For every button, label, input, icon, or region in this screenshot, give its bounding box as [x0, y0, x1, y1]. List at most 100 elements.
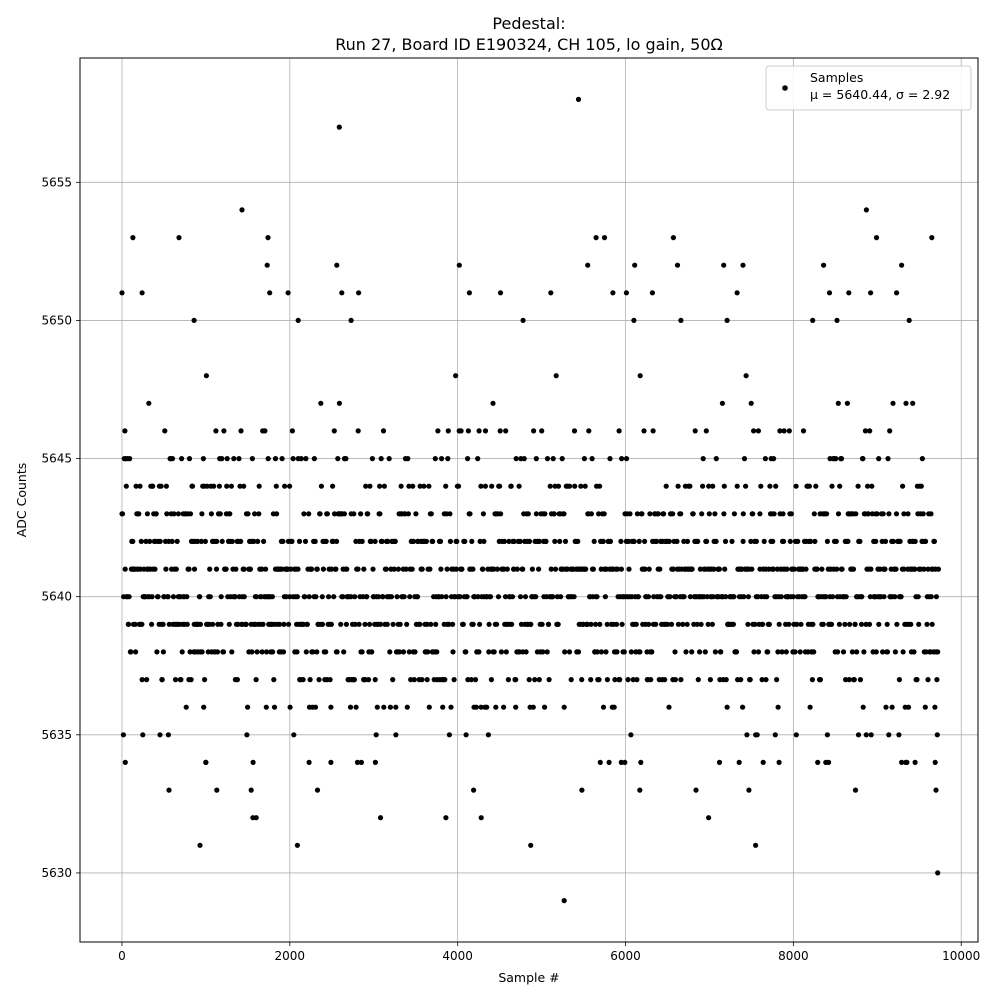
sample-point [525, 511, 531, 517]
sample-point [263, 704, 269, 710]
sample-point [365, 511, 371, 517]
sample-point [746, 787, 752, 793]
sample-point [487, 594, 494, 600]
sample-point [935, 649, 941, 655]
sample-point [663, 483, 669, 489]
sample-point [536, 538, 543, 545]
sample-point [833, 456, 839, 462]
sample-point [764, 594, 770, 600]
sample-point [867, 594, 873, 600]
sample-point [767, 483, 773, 489]
sample-point [853, 511, 859, 517]
sample-point [498, 649, 504, 655]
sample-point [775, 649, 781, 655]
sample-point [511, 566, 517, 572]
sample-point [684, 538, 691, 545]
sample-point [674, 262, 681, 268]
sample-point [356, 621, 362, 627]
sample-point [175, 511, 181, 517]
sample-point [803, 566, 809, 572]
sample-point [152, 566, 158, 572]
sample-point [374, 704, 380, 710]
sample-point [672, 677, 679, 683]
sample-point [393, 732, 399, 738]
sample-point [548, 290, 554, 296]
sample-point [247, 566, 253, 572]
sample-point [485, 732, 491, 738]
sample-point [668, 621, 675, 627]
sample-point [130, 235, 136, 241]
sample-point [550, 594, 556, 600]
sample-point [693, 787, 699, 793]
sample-point [658, 594, 664, 600]
sample-point [893, 566, 899, 572]
sample-point [482, 483, 488, 489]
sample-point [603, 649, 609, 655]
sample-point [433, 621, 439, 627]
sample-point [873, 235, 880, 241]
sample-point [754, 732, 760, 738]
sample-point [327, 677, 333, 683]
sample-point [514, 566, 520, 572]
sample-point [919, 456, 926, 462]
sample-point [184, 621, 190, 627]
sample-point [343, 456, 349, 462]
sample-point [865, 511, 871, 517]
sample-point [814, 566, 820, 572]
sample-point [311, 456, 317, 462]
sample-point [600, 704, 607, 710]
sample-point [462, 538, 468, 545]
sample-point [365, 677, 372, 683]
sample-point [478, 483, 484, 489]
sample-point [432, 456, 438, 462]
sample-point [526, 538, 533, 545]
sample-point [721, 262, 727, 268]
sample-point [522, 594, 529, 600]
sample-point [892, 594, 898, 600]
sample-point [793, 483, 799, 489]
sample-point [851, 677, 857, 683]
sample-point [280, 649, 287, 655]
sample-point [760, 621, 766, 627]
sample-point [501, 538, 507, 545]
sample-point [697, 649, 703, 655]
sample-point [396, 649, 403, 655]
sample-point [339, 290, 345, 296]
sample-point [262, 428, 268, 434]
sample-point [489, 483, 495, 489]
sample-point [130, 538, 136, 545]
sample-point [639, 511, 645, 517]
sample-point [882, 566, 888, 572]
y-tick-label: 5650 [41, 313, 72, 327]
sample-point [397, 621, 403, 627]
sample-point [443, 815, 449, 821]
sample-point [723, 594, 729, 600]
sample-point [309, 566, 315, 572]
sample-point [655, 511, 661, 517]
sample-point [197, 621, 204, 627]
x-tick-label: 4000 [442, 949, 473, 963]
sample-point [179, 649, 185, 655]
sample-point [568, 677, 574, 683]
sample-point [466, 290, 472, 296]
sample-point [890, 400, 896, 406]
sample-point [336, 124, 342, 130]
sample-point [632, 262, 638, 268]
sample-point [369, 649, 375, 655]
sample-point [259, 649, 265, 655]
sample-point [548, 566, 554, 572]
sample-point [451, 677, 457, 683]
sample-point [127, 456, 133, 462]
sample-point [812, 538, 818, 545]
sample-point [477, 621, 483, 627]
sample-point [219, 538, 225, 545]
sample-point [456, 262, 462, 268]
sample-point [272, 456, 279, 462]
sample-point [637, 649, 643, 655]
sample-point [352, 594, 358, 600]
sample-point [636, 538, 642, 545]
sample-point [326, 594, 332, 600]
sample-point [597, 621, 603, 627]
sample-point [579, 787, 585, 793]
sample-point [133, 649, 139, 655]
